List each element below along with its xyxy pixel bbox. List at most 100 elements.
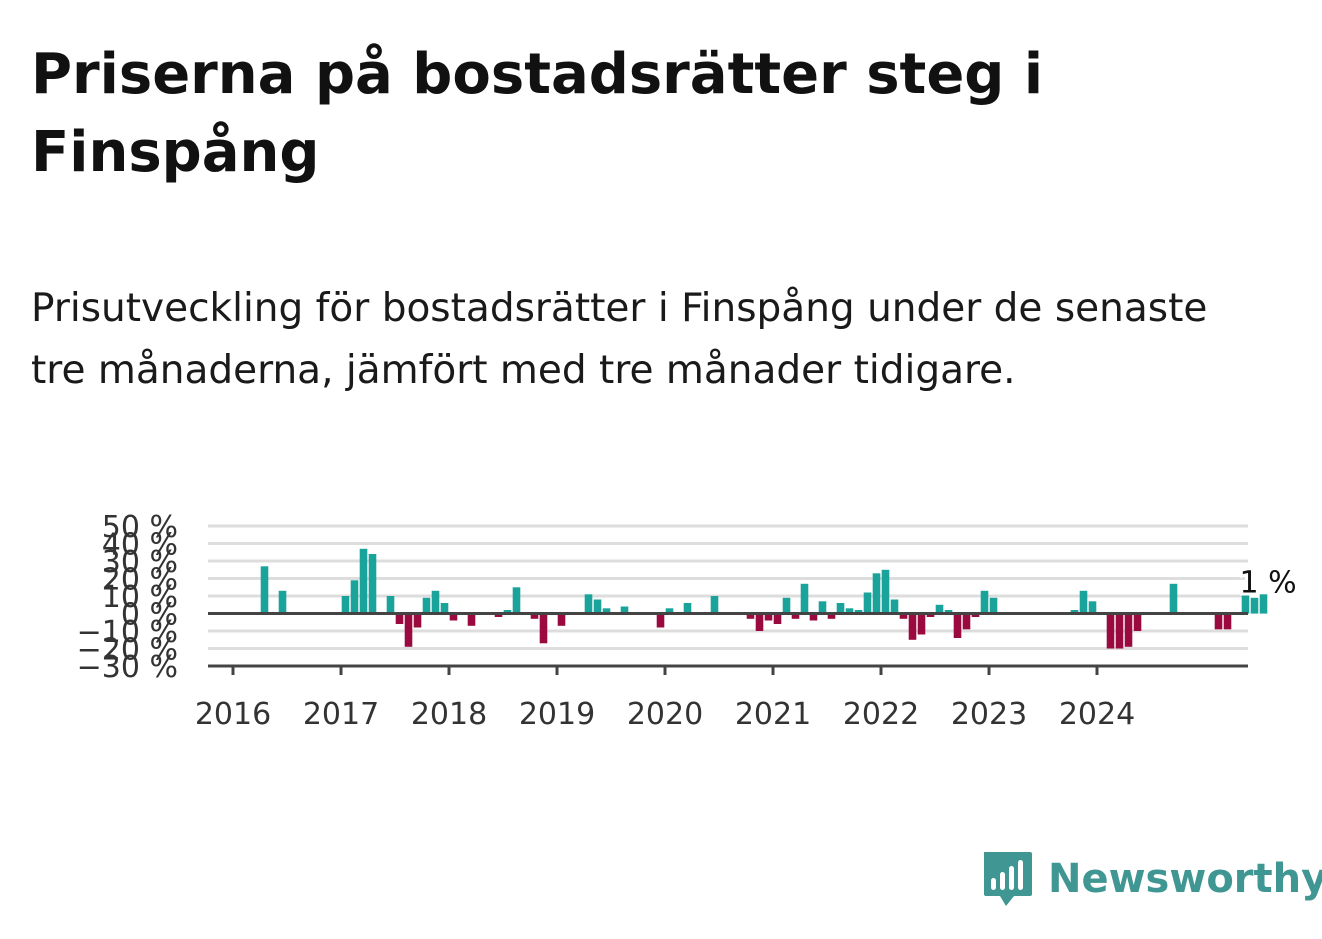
- y-tick-label: 50 %: [102, 510, 178, 545]
- x-tick-labels: 2016 2017 2018 2019 2020 2021 2022 2023 2024: [195, 697, 1135, 730]
- x-tick-label: 2022: [843, 697, 919, 730]
- bar: [359, 548, 368, 614]
- bar: [1133, 613, 1142, 631]
- bar: [413, 613, 422, 628]
- bar: [1106, 613, 1115, 649]
- y-tick-label: −20 %: [77, 633, 178, 668]
- bar: [665, 608, 674, 614]
- bar: [656, 613, 665, 628]
- x-tick-label: 2019: [519, 697, 595, 730]
- y-tick-label: 20 %: [102, 563, 178, 598]
- bar: [431, 590, 440, 614]
- bar: [809, 613, 818, 621]
- y-tick-label: 40 %: [102, 528, 178, 563]
- bar: [971, 613, 980, 617]
- bar: [980, 590, 989, 614]
- bar: [449, 613, 458, 621]
- bar: [584, 594, 593, 614]
- bar: [1241, 590, 1250, 614]
- y-tick-label: −10 %: [77, 615, 178, 650]
- bar: [404, 613, 413, 647]
- x-tick-label: 2017: [303, 697, 379, 730]
- bar: [854, 610, 863, 614]
- bar: [710, 596, 719, 614]
- bar: [350, 580, 359, 614]
- bar: [440, 603, 449, 614]
- bar: [1070, 610, 1079, 614]
- bar: [773, 613, 782, 624]
- newsworthy-logo: Newsworthy: [980, 848, 1322, 910]
- bar: [926, 613, 935, 617]
- bar: [899, 613, 908, 619]
- bar: [791, 613, 800, 619]
- bar: [260, 566, 269, 614]
- bar: [602, 608, 611, 614]
- bar: [908, 613, 917, 640]
- y-tick-label: −30 %: [77, 650, 178, 685]
- bar: [953, 613, 962, 638]
- bar: [422, 597, 431, 614]
- bar: [1088, 601, 1097, 614]
- bar: [341, 596, 350, 614]
- bar: [890, 599, 899, 614]
- x-tick-label: 2023: [951, 697, 1027, 730]
- x-tick-label: 2020: [627, 697, 703, 730]
- bar: [782, 597, 791, 614]
- bar: [530, 613, 539, 619]
- last-value-label: 1 %: [1240, 565, 1297, 600]
- bar: [1223, 613, 1232, 630]
- bar: [593, 599, 602, 614]
- bar: [1079, 590, 1088, 614]
- bar: [989, 597, 998, 614]
- bar: [917, 613, 926, 635]
- bar: [935, 604, 944, 614]
- axes: [208, 612, 1248, 675]
- bar: [863, 592, 872, 614]
- bar: [557, 613, 566, 626]
- bar: [962, 613, 971, 630]
- x-tick-label: 2018: [411, 697, 487, 730]
- bar: [1250, 597, 1259, 614]
- bar: [881, 569, 890, 614]
- bar: [467, 613, 476, 626]
- bar: [620, 606, 629, 614]
- bar: [1214, 613, 1223, 630]
- chart-subtitle: Prisutveckling för bostadsrätter i Finsp…: [31, 286, 1208, 393]
- bar: [368, 554, 377, 614]
- bar: [278, 590, 287, 614]
- bar: [944, 610, 953, 614]
- y-tick-label: 10 %: [102, 580, 178, 615]
- x-tick-label: 2016: [195, 697, 271, 730]
- bar: [818, 601, 827, 614]
- bar: [539, 613, 548, 644]
- grid-lines: [208, 524, 1248, 650]
- bar: [683, 603, 692, 614]
- y-tick-labels: 50 %40 %30 %20 %10 %0 %−10 %−20 %−30 %: [77, 510, 178, 685]
- bar: [746, 613, 755, 619]
- y-tick-label: 0 %: [121, 598, 178, 633]
- newsworthy-logo-icon: [984, 852, 1032, 906]
- chart-title: Priserna på bostadsrätter steg i Finspån…: [31, 42, 1044, 185]
- bar: [1115, 613, 1124, 649]
- bar: [1259, 594, 1268, 614]
- bar: [395, 613, 404, 624]
- bar: [1169, 583, 1178, 614]
- x-tick-label: 2021: [735, 697, 811, 730]
- bar: [836, 603, 845, 614]
- bar: [503, 610, 512, 614]
- brand-name: Newsworthy: [1048, 856, 1322, 902]
- x-tick-label: 2024: [1059, 697, 1135, 730]
- bar: [764, 613, 773, 621]
- y-tick-label: 30 %: [102, 545, 178, 580]
- bar: [386, 596, 395, 614]
- bars: [260, 548, 1268, 649]
- bar: [845, 608, 854, 614]
- bar: [800, 583, 809, 614]
- bar: [1124, 613, 1133, 647]
- bar: [872, 573, 881, 614]
- price-change-bar-chart: 50 %40 %30 %20 %10 %0 %−10 %−20 %−30 % 2…: [77, 510, 1300, 730]
- bar: [827, 613, 836, 619]
- bar: [755, 613, 764, 631]
- bar: [512, 587, 521, 614]
- bar: [494, 613, 503, 617]
